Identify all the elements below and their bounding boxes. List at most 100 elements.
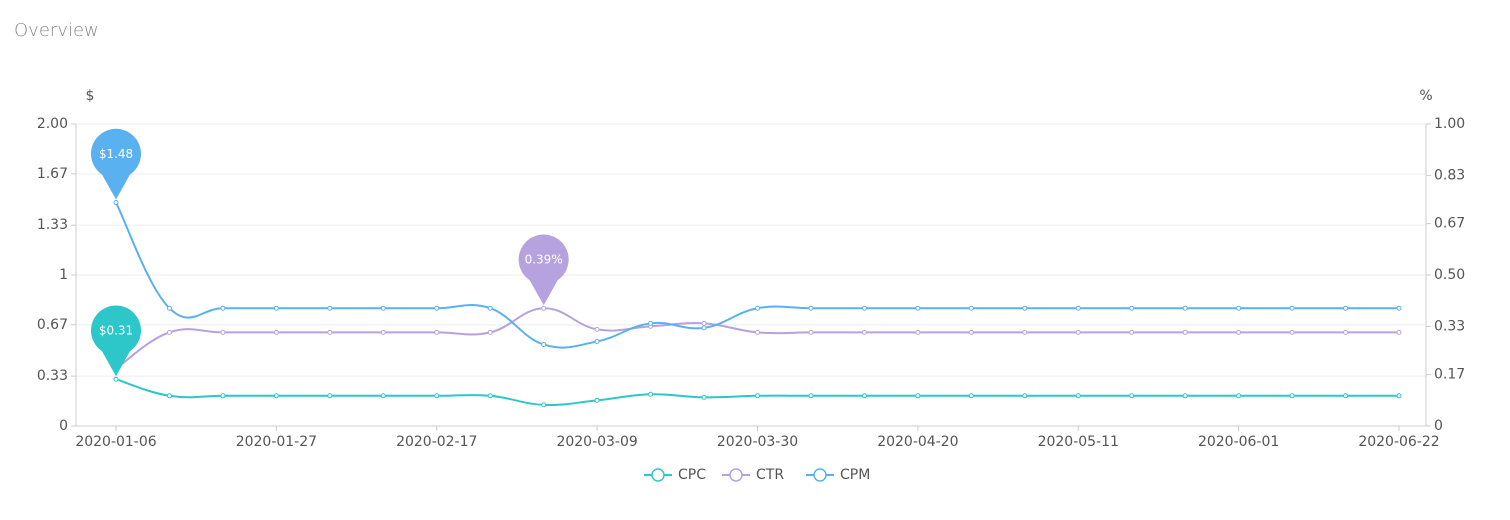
x-tick-label: 2020-06-22 [1358,434,1439,450]
point [327,393,333,399]
y-tick-label: 1.67 [37,166,68,182]
point [915,329,921,335]
point [380,329,386,335]
pin: $1.48 [91,128,141,200]
line [115,307,1399,370]
point [273,305,279,311]
x-tick-label: 2020-05-11 [1038,434,1119,450]
point [166,393,172,399]
point [1343,329,1349,335]
point [1182,305,1188,311]
point [1236,305,1242,311]
point [487,393,493,399]
legend-item: CTR [722,467,784,483]
point [648,320,654,326]
point [648,391,654,397]
point [327,305,333,311]
point [594,338,600,344]
x-tick-label: 2020-02-17 [396,434,477,450]
point [273,393,279,399]
point [1343,393,1349,399]
point [380,305,386,311]
point [487,305,493,311]
point [541,341,547,347]
point [1182,329,1188,335]
point [1129,305,1135,311]
point [594,397,600,403]
point [968,305,974,311]
point [915,305,921,311]
point [113,376,119,382]
point [1075,329,1081,335]
point [968,393,974,399]
point [487,329,493,335]
y-tick-label: 1.33 [37,217,68,233]
point [701,325,707,331]
y2-tick-label: 0 [1434,418,1443,434]
point [1129,393,1135,399]
point [541,402,547,408]
x-tick-label: 2020-06-01 [1198,434,1279,450]
point [113,200,119,206]
y-tick-label: 0.67 [37,317,68,333]
pin-shape [91,128,141,200]
point [755,393,760,399]
point [968,329,974,335]
point [861,305,867,311]
x-tick-label: 2020-03-09 [556,434,637,450]
point [1236,393,1242,399]
point [755,305,760,311]
point [434,305,440,311]
point [1236,329,1242,335]
point [808,393,814,399]
pin-label: $1.48 [99,147,133,161]
point [380,393,386,399]
point [915,393,921,399]
pin-shape [518,234,569,306]
y2-tick-label: 0.67 [1434,216,1465,232]
point [1289,329,1295,335]
y2-tick-label: 0.83 [1434,167,1465,183]
point [1396,393,1402,399]
point [861,393,867,399]
point [220,393,226,399]
pin-label: $0.31 [99,324,133,338]
point [166,305,172,311]
y2-axis-label: % [1419,88,1432,104]
legend-symbol [813,468,827,482]
legend-item: CPM [806,467,870,483]
point [434,329,440,335]
point [1343,305,1349,311]
line [115,378,1399,407]
y2-tick-label: 0.50 [1434,267,1465,283]
point [1022,305,1028,311]
legend-label: CPM [840,467,870,483]
y-tick-label: 1 [59,267,68,283]
point [166,329,172,335]
point [1289,393,1295,399]
point [1396,329,1402,335]
x-tick-label: 2020-03-30 [717,434,798,450]
legend-item: CPC [644,467,706,483]
point [327,329,333,335]
legend-symbol [729,468,743,482]
point [594,326,600,332]
point [861,329,867,335]
legend-symbol [651,468,665,482]
point [1075,305,1081,311]
pin: 0.39% [518,234,569,306]
point [1289,305,1295,311]
point [1022,393,1028,399]
point [1396,305,1402,311]
y2-tick-label: 0.33 [1434,318,1465,334]
point [1182,393,1188,399]
x-tick-label: 2020-01-06 [75,434,156,450]
y-tick-label: 2.00 [37,116,68,132]
point [220,329,226,335]
y2-tick-label: 1.00 [1434,116,1465,132]
point [541,305,547,311]
chart-title: Overview [14,20,99,41]
y-tick-label: 0.33 [37,368,68,384]
